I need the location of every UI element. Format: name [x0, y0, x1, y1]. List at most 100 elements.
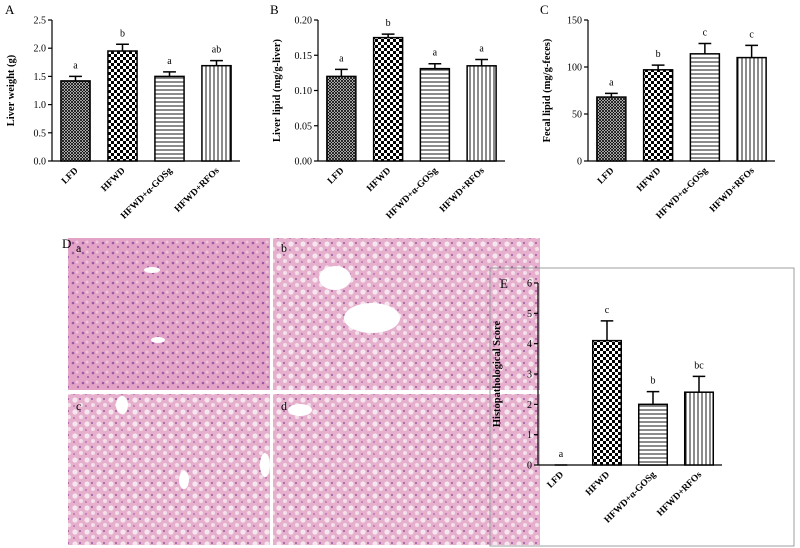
- y-tick-label: 2.5: [34, 16, 47, 27]
- vessel: [288, 404, 312, 416]
- histology: D a b c d: [62, 236, 540, 545]
- x-tick-label: HFWD+α-GOSg: [119, 166, 175, 222]
- bar: [683, 391, 715, 466]
- error-bar: [381, 33, 395, 38]
- bar: [107, 50, 138, 162]
- x-tick-label: LFD: [60, 166, 81, 187]
- x-tick-label: HFWD: [584, 470, 612, 498]
- y-tick-label: 4: [527, 339, 532, 350]
- significance-letter: a: [433, 48, 438, 59]
- bar: [736, 56, 767, 162]
- bar: [642, 69, 674, 162]
- bar-chart: B Liver lipid (mg/g-liver) 0.00 0.05 0.10 0.1…: [270, 2, 505, 221]
- y-tick-label: 0: [527, 461, 532, 472]
- bar: [372, 36, 404, 162]
- error-bar: [163, 71, 176, 77]
- y-tick-label: 2: [527, 400, 532, 411]
- y-axis-title: Fecal lipid (mg/g-feces): [542, 38, 553, 142]
- y-tick-label: 6: [527, 279, 532, 290]
- vessel: [344, 303, 400, 333]
- x-tick-label: LFD: [546, 470, 567, 491]
- significance-letter: c: [605, 305, 610, 316]
- subpanel-label: a: [76, 241, 82, 255]
- bar-chart: A Liver weight (g) 0.0 0.5 1.0 1.5 2.0 2.5 a LFD b…: [5, 2, 240, 221]
- bar: [466, 65, 497, 162]
- y-tick-label: 0.5: [34, 128, 47, 139]
- significance-letter: a: [167, 56, 172, 67]
- error-bar: [651, 64, 665, 70]
- micrograph: [68, 394, 270, 545]
- significance-letter: a: [73, 60, 78, 71]
- bar: [154, 75, 185, 162]
- y-axis-title: Liver lipid (mg/g-liver): [272, 38, 283, 142]
- subpanel-label: d: [281, 399, 287, 413]
- vessel: [151, 337, 165, 343]
- x-tick-label: LFD: [326, 166, 347, 187]
- significance-letter: b: [651, 376, 656, 387]
- y-tick-label: 1: [527, 430, 532, 441]
- bar: [201, 64, 232, 162]
- significance-letter: c: [749, 29, 754, 40]
- error-bar: [475, 58, 489, 66]
- y-tick-label: 5: [527, 309, 532, 320]
- bar: [596, 96, 627, 162]
- bar: [326, 75, 357, 162]
- vessel: [319, 266, 351, 290]
- significance-letter: c: [703, 28, 708, 39]
- error-bar: [604, 92, 618, 98]
- y-axis-title: Histopathological Score: [492, 321, 503, 428]
- panel-label: B: [270, 2, 279, 17]
- significance-letter: b: [656, 49, 661, 60]
- panel-frame: [489, 267, 795, 547]
- error-bar: [428, 62, 442, 69]
- vessel: [116, 396, 128, 414]
- y-tick-label: 150: [567, 16, 582, 27]
- bar: [419, 67, 451, 162]
- panel-label: C: [540, 2, 549, 17]
- x-tick-label: HFWD: [635, 166, 663, 194]
- error-bar: [646, 390, 660, 405]
- y-tick-label: 3: [527, 370, 532, 381]
- bar: [591, 339, 623, 466]
- y-tick-label: 0.15: [295, 51, 313, 62]
- error-bar: [692, 375, 706, 393]
- y-axis-title: Liver weight (g): [6, 54, 17, 126]
- significance-letter: b: [120, 28, 125, 39]
- error-bar: [116, 43, 129, 52]
- bar: [689, 53, 721, 162]
- subpanel-label: b: [281, 241, 287, 255]
- x-tick-label: LFD: [596, 166, 617, 187]
- x-tick-label: HFWD+RFOs: [656, 470, 705, 519]
- y-tick-label: 1.5: [34, 72, 47, 83]
- y-tick-label: 0.0: [34, 157, 47, 168]
- bar: [60, 80, 91, 162]
- y-tick-label: 0.00: [295, 157, 313, 168]
- error-bar: [745, 44, 759, 58]
- error-bar: [600, 320, 614, 341]
- bar-chart: C Fecal lipid (mg/g-feces) 0 50 100 150 a LFD b H…: [540, 2, 775, 221]
- error-bar: [334, 68, 348, 77]
- y-tick-label: 100: [567, 63, 582, 74]
- micrograph: [273, 394, 540, 545]
- x-tick-label: HFWD+α-GOSg: [603, 470, 659, 526]
- y-tick-label: 2.0: [34, 44, 47, 55]
- y-tick-label: 0.20: [295, 16, 313, 27]
- panel-label: E: [500, 276, 508, 291]
- significance-letter: a: [609, 77, 614, 88]
- y-tick-label: 0: [577, 157, 582, 168]
- significance-letter: ab: [212, 45, 221, 56]
- panel-label: A: [5, 2, 15, 17]
- micrograph: [68, 238, 270, 390]
- y-tick-label: 0.10: [295, 86, 313, 97]
- y-tick-label: 50: [572, 110, 582, 121]
- vessel: [144, 267, 160, 273]
- significance-letter: a: [559, 449, 564, 460]
- error-bar: [698, 42, 712, 54]
- error-bar: [69, 75, 82, 81]
- y-tick-label: 1.0: [34, 100, 47, 111]
- y-tick-label: 0.05: [295, 121, 313, 132]
- significance-letter: bc: [694, 360, 704, 371]
- x-tick-label: HFWD+RFOs: [173, 166, 222, 215]
- x-tick-label: HFWD: [100, 166, 128, 194]
